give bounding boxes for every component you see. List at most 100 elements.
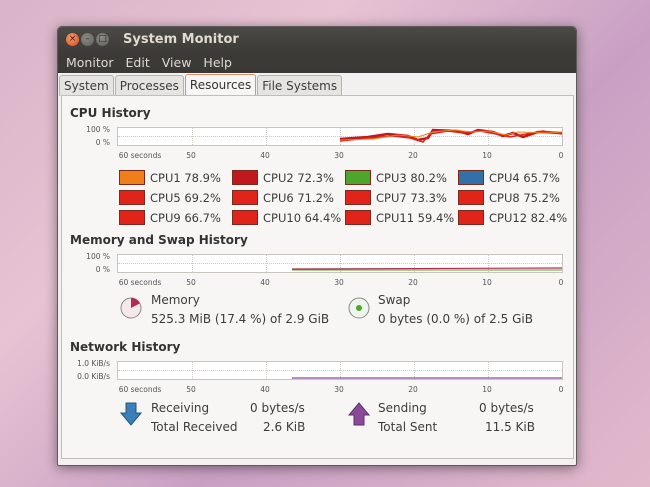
minimize-icon[interactable]: – xyxy=(81,33,94,46)
menu-monitor[interactable]: Monitor xyxy=(66,55,114,70)
tab-resources[interactable]: Resources xyxy=(184,74,257,96)
cpu-legend-item-cpu4: CPU4 65.7% xyxy=(458,170,560,185)
memory-history-graph xyxy=(117,254,563,273)
cpu-color-swatch[interactable] xyxy=(345,210,371,225)
sending-label: Sending xyxy=(378,401,427,415)
cpu-legend-item-cpu2: CPU2 72.3% xyxy=(232,170,334,185)
menu-view[interactable]: View xyxy=(161,55,192,70)
swap-pie-icon[interactable] xyxy=(348,297,370,322)
net-y-bottom: 0.0 KiB/s xyxy=(77,372,110,381)
cpu-usage-label: CPU4 65.7% xyxy=(489,170,560,185)
cpu-color-swatch[interactable] xyxy=(119,170,145,185)
cpu-x-50: 50 xyxy=(186,151,196,160)
total-sent-label: Total Sent xyxy=(378,420,438,434)
mem-x-20: 20 xyxy=(408,278,418,287)
memory-pie-chart xyxy=(120,297,142,319)
cpu-legend-item-cpu10: CPU10 64.4% xyxy=(232,210,341,225)
cpu-y-top: 100 % xyxy=(86,125,110,134)
tab-processes[interactable]: Processes xyxy=(114,75,184,96)
cpu-usage-label: CPU3 80.2% xyxy=(376,170,447,185)
cpu-usage-label: CPU1 78.9% xyxy=(150,170,221,185)
cpu-legend-item-cpu12: CPU12 82.4% xyxy=(458,210,567,225)
mem-x-0: 0 xyxy=(558,278,564,287)
cpu-color-swatch[interactable] xyxy=(232,210,258,225)
cpu-x-20: 20 xyxy=(408,151,418,160)
cpu-legend-item-cpu11: CPU11 59.4% xyxy=(345,210,454,225)
network-history-graph xyxy=(117,361,563,380)
cpu-legend-item-cpu9: CPU9 66.7% xyxy=(119,210,221,225)
cpu-color-swatch[interactable] xyxy=(458,210,484,225)
net-x-20: 20 xyxy=(408,385,418,394)
cpu-usage-label: CPU2 72.3% xyxy=(263,170,334,185)
mem-x-50: 50 xyxy=(186,278,196,287)
sending-value: 0 bytes/s xyxy=(479,401,534,415)
cpu-color-swatch[interactable] xyxy=(458,190,484,205)
cpu-x-30: 30 xyxy=(334,151,344,160)
cpu-legend-item-cpu3: CPU3 80.2% xyxy=(345,170,447,185)
tab-bar: System Processes Resources File Systems xyxy=(59,74,343,96)
cpu-color-swatch[interactable] xyxy=(458,170,484,185)
total-sent-value: 11.5 KiB xyxy=(485,420,535,434)
cpu-legend-item-cpu6: CPU6 71.2% xyxy=(232,190,334,205)
net-x-50: 50 xyxy=(186,385,196,394)
cpu-color-swatch[interactable] xyxy=(232,190,258,205)
receiving-arrow-icon[interactable] xyxy=(119,402,143,429)
cpu-color-swatch[interactable] xyxy=(345,170,371,185)
mem-y-bottom: 0 % xyxy=(95,265,110,274)
cpu-x-40: 40 xyxy=(260,151,270,160)
window-title: System Monitor xyxy=(123,32,239,47)
total-received-value: 2.6 KiB xyxy=(263,420,306,434)
net-x-60: 60 seconds xyxy=(118,385,162,394)
cpu-history-graph xyxy=(117,127,563,146)
titlebar: × – □ System Monitor xyxy=(58,27,576,52)
receiving-label: Receiving xyxy=(151,401,210,415)
cpu-legend-item-cpu7: CPU7 73.3% xyxy=(345,190,447,205)
memory-history-lines xyxy=(291,267,562,271)
cpu-usage-label: CPU12 82.4% xyxy=(489,210,568,225)
cpu-color-swatch[interactable] xyxy=(345,190,371,205)
swap-value: 0 bytes (0.0 %) of 2.5 GiB xyxy=(378,312,533,326)
mem-x-60: 60 seconds xyxy=(118,278,162,287)
net-x-0: 0 xyxy=(558,385,564,394)
cpu-legend-item-cpu5: CPU5 69.2% xyxy=(119,190,221,205)
cpu-usage-label: CPU9 66.7% xyxy=(150,210,221,225)
net-y-top: 1.0 KiB/s xyxy=(77,359,110,368)
system-monitor-window: × – □ System Monitor Monitor Edit View H… xyxy=(57,26,577,466)
cpu-legend-item-cpu1: CPU1 78.9% xyxy=(119,170,221,185)
mem-x-30: 30 xyxy=(334,278,344,287)
net-x-10: 10 xyxy=(482,385,492,394)
maximize-icon[interactable]: □ xyxy=(96,33,109,46)
net-x-30: 30 xyxy=(334,385,344,394)
network-history-title: Network History xyxy=(70,340,181,354)
swap-label: Swap xyxy=(378,293,411,307)
menu-edit[interactable]: Edit xyxy=(125,55,150,70)
cpu-history-lines xyxy=(339,128,562,143)
cpu-color-swatch[interactable] xyxy=(119,210,145,225)
cpu-y-bottom: 0 % xyxy=(95,138,110,147)
memory-history-title: Memory and Swap History xyxy=(70,233,248,247)
cpu-usage-label: CPU8 75.2% xyxy=(489,190,560,205)
mem-x-10: 10 xyxy=(482,278,492,287)
tab-system[interactable]: System xyxy=(59,75,114,96)
cpu-x-0: 0 xyxy=(558,151,564,160)
mem-y-top: 100 % xyxy=(86,252,110,261)
sending-arrow-icon[interactable] xyxy=(347,402,371,429)
memory-value: 525.3 MiB (17.4 %) of 2.9 GiB xyxy=(151,312,330,326)
cpu-x-10: 10 xyxy=(482,151,492,160)
memory-pie-icon[interactable] xyxy=(120,297,142,322)
total-received-label: Total Received xyxy=(151,420,238,434)
cpu-x-60: 60 seconds xyxy=(118,151,162,160)
cpu-color-swatch[interactable] xyxy=(232,170,258,185)
resources-panel: CPU History 100 % 0 % 60 seconds 50 40 3… xyxy=(61,95,574,459)
menu-help[interactable]: Help xyxy=(203,55,232,70)
cpu-color-swatch[interactable] xyxy=(119,190,145,205)
memory-label: Memory xyxy=(151,293,200,307)
close-icon[interactable]: × xyxy=(66,33,79,46)
network-history-lines xyxy=(292,377,562,379)
tab-file-systems[interactable]: File Systems xyxy=(257,75,343,96)
cpu-usage-label: CPU7 73.3% xyxy=(376,190,447,205)
net-x-40: 40 xyxy=(260,385,270,394)
receiving-value: 0 bytes/s xyxy=(250,401,305,415)
cpu-legend-item-cpu8: CPU8 75.2% xyxy=(458,190,560,205)
cpu-usage-label: CPU6 71.2% xyxy=(263,190,334,205)
